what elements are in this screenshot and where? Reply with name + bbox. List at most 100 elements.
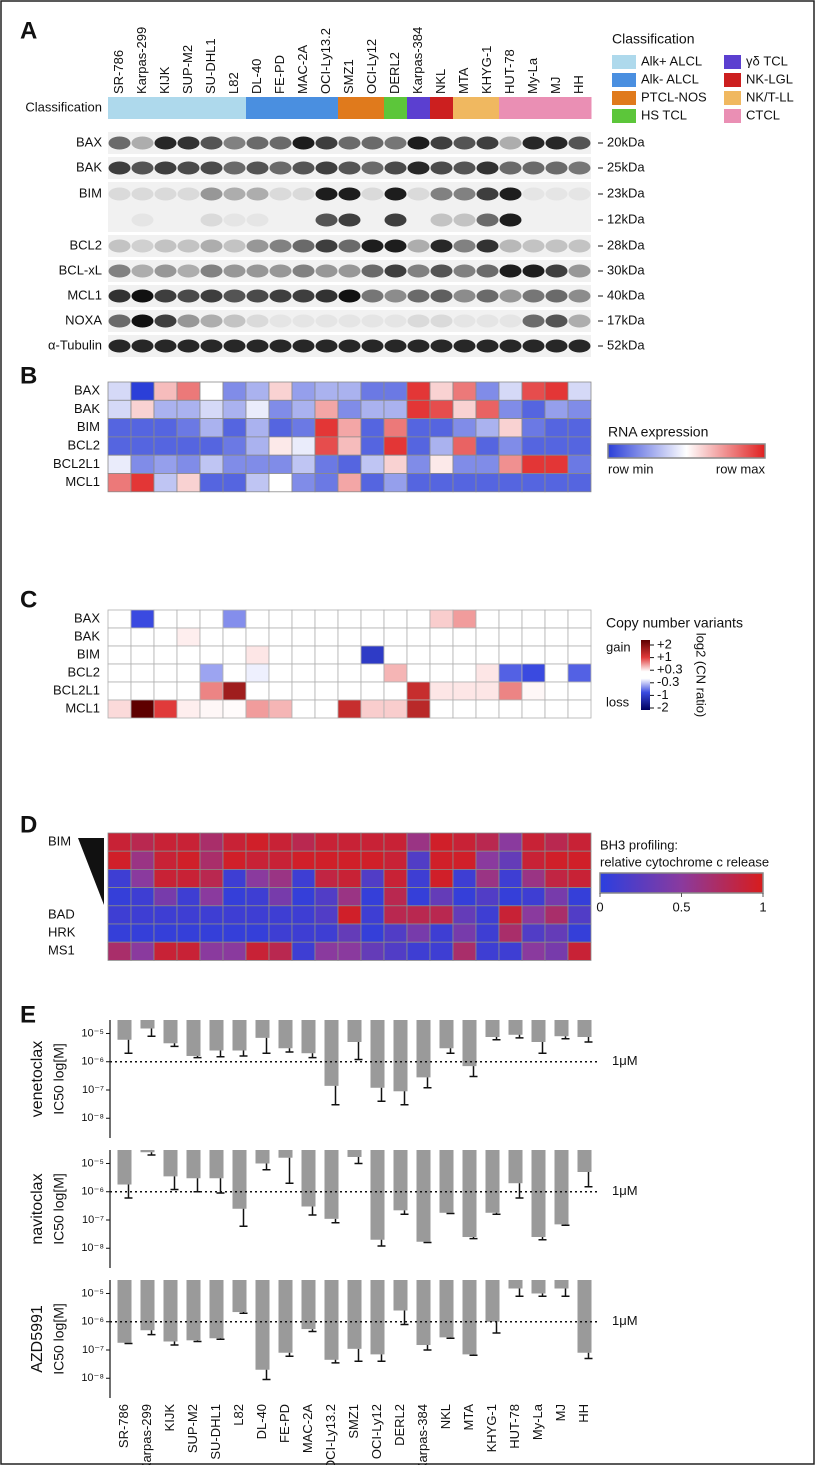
error-bar [193, 1178, 202, 1193]
class-cell [200, 97, 224, 119]
heatmap-cell [475, 832, 500, 852]
heatmap-cell [176, 454, 201, 474]
y-tick-label: 10⁻⁷ [82, 1084, 104, 1096]
heatmap-cell [521, 869, 546, 889]
blot-band [522, 161, 545, 175]
error-bar [331, 1359, 340, 1364]
heatmap-cell [107, 663, 132, 683]
blot-band [108, 339, 131, 353]
legend-label: CTCL [746, 107, 780, 122]
heatmap-cell [245, 681, 270, 701]
heatmap-cell [429, 832, 454, 852]
blot-label: BCL2 [69, 237, 102, 252]
heatmap-cell [222, 418, 247, 438]
heatmap-cell [452, 381, 477, 401]
blot-band [430, 339, 453, 353]
heatmap-cell [406, 473, 431, 493]
heatmap-cell [429, 699, 454, 719]
blot-band [362, 214, 384, 227]
blot-band [384, 239, 407, 253]
bar [554, 1150, 569, 1225]
blot-marker: 12kDa [607, 211, 645, 226]
heatmap-cell [130, 923, 155, 943]
blot-band [246, 314, 269, 328]
heatmap-cell [429, 645, 454, 665]
cell-line-label: KIJK [157, 66, 172, 94]
blot-label: BAX [76, 134, 102, 149]
heatmap-cell [475, 887, 500, 907]
row-label: BAX [74, 383, 100, 398]
heatmap-cell [567, 699, 592, 719]
heatmap-cell [383, 699, 408, 719]
heatmap-cell [544, 832, 569, 852]
heatmap-cell [291, 681, 316, 701]
blot-band [246, 136, 269, 150]
heatmap-cell [452, 473, 477, 493]
blot-marker: 52kDa [607, 337, 645, 352]
blot-band [315, 187, 338, 201]
blot-band [108, 314, 131, 328]
heatmap-cell [452, 609, 477, 629]
error-bar [377, 1354, 386, 1362]
heatmap-cell [199, 436, 224, 456]
panel-label: D [20, 811, 37, 838]
x-tick-label: DERL2 [392, 1404, 407, 1446]
reference-label: 1μM [612, 1313, 638, 1328]
blot-band [476, 239, 499, 253]
heatmap-cell [268, 850, 293, 870]
heatmap-cell [383, 627, 408, 647]
error-bar [561, 1036, 570, 1040]
x-tick-label: SUP-M2 [185, 1404, 200, 1453]
bar [416, 1020, 431, 1078]
heatmap-cell [360, 941, 385, 961]
bar [186, 1020, 201, 1056]
heatmap-cell [153, 832, 178, 852]
scale-tick-label: +0.3 [657, 662, 683, 677]
legend-swatch [612, 109, 636, 123]
heatmap-cell [337, 905, 362, 925]
heatmap-cell [268, 832, 293, 852]
row-label: MS1 [48, 943, 75, 958]
heatmap-cell [452, 869, 477, 889]
error-bar [469, 1354, 478, 1357]
error-bar [584, 1352, 593, 1360]
heatmap-cell [383, 923, 408, 943]
heatmap-cell [268, 923, 293, 943]
heatmap-cell [429, 681, 454, 701]
blot-label: BIM [79, 185, 102, 200]
heatmap-cell [475, 454, 500, 474]
heatmap-cell [360, 399, 385, 419]
heatmap-cell [429, 609, 454, 629]
heatmap-cell [245, 869, 270, 889]
legend-title: Copy number variants [606, 615, 743, 631]
error-bar [193, 1055, 202, 1059]
blot-band [292, 187, 315, 201]
heatmap-cell [567, 832, 592, 852]
heatmap-cell [406, 923, 431, 943]
error-bar [400, 1091, 409, 1106]
legend-label: NK/T-LL [746, 89, 794, 104]
heatmap-cell [452, 923, 477, 943]
heatmap-cell [475, 850, 500, 870]
row-label: BCL2L1 [53, 456, 100, 471]
blot-band [499, 339, 522, 353]
blot-band [177, 136, 200, 150]
blot-band [269, 339, 292, 353]
heatmap-cell [475, 399, 500, 419]
bar [462, 1020, 477, 1067]
blot-band [476, 161, 499, 175]
heatmap-cell [544, 869, 569, 889]
heatmap-cell [199, 663, 224, 683]
heatmap-cell [475, 941, 500, 961]
blot-band [200, 289, 223, 303]
heatmap-cell [475, 645, 500, 665]
bar [232, 1150, 247, 1209]
blot-band [407, 339, 430, 353]
blot-band [476, 314, 499, 328]
error-bar [147, 1330, 156, 1336]
x-tick-label: MJ [553, 1404, 568, 1421]
blot-label: BAK [76, 159, 102, 174]
heatmap-cell [291, 663, 316, 683]
heatmap-cell [406, 663, 431, 683]
heatmap-cell [222, 832, 247, 852]
